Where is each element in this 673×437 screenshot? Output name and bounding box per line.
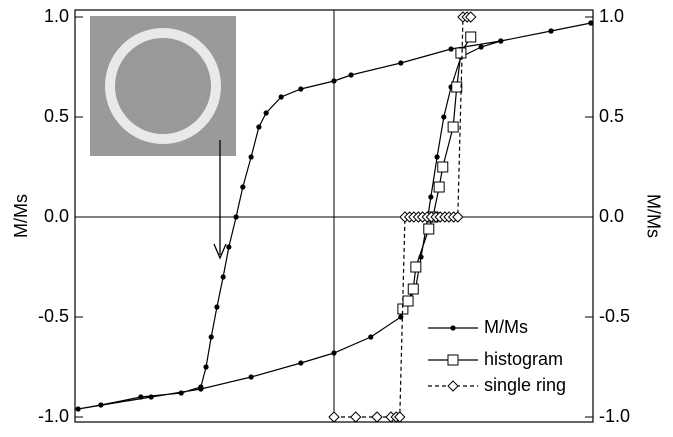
legend-marker xyxy=(447,354,459,366)
series xyxy=(328,11,477,423)
point xyxy=(447,121,459,133)
y2-tick-label: -0.5 xyxy=(599,306,630,326)
point xyxy=(328,411,340,423)
point xyxy=(278,94,284,100)
point xyxy=(208,334,214,340)
point xyxy=(240,184,246,190)
point xyxy=(263,110,269,116)
y-tick-label: -1.0 xyxy=(38,406,69,426)
point xyxy=(428,194,434,200)
point xyxy=(198,386,204,392)
arrow xyxy=(213,140,227,260)
point xyxy=(371,411,383,423)
point xyxy=(348,72,354,78)
legend-label: histogram xyxy=(484,349,563,369)
point xyxy=(98,402,104,408)
y-tick-label: -0.5 xyxy=(38,306,69,326)
point xyxy=(437,161,449,173)
point xyxy=(368,334,374,340)
point xyxy=(298,86,304,92)
point xyxy=(248,154,254,160)
y-tick-label: 0.0 xyxy=(44,206,69,226)
y2-tick-label: 1.0 xyxy=(599,6,624,26)
point xyxy=(138,394,144,400)
point xyxy=(256,124,262,130)
y2-tick-label: 0.5 xyxy=(599,106,624,126)
point xyxy=(410,261,422,273)
point xyxy=(548,28,554,34)
legend-marker xyxy=(450,325,456,331)
point xyxy=(452,211,464,223)
point xyxy=(588,20,594,26)
point xyxy=(433,181,445,193)
y2-axis-label: M/Ms xyxy=(643,194,663,238)
point xyxy=(465,31,477,43)
point xyxy=(465,11,477,23)
point xyxy=(478,44,484,50)
point xyxy=(498,38,504,44)
point xyxy=(226,244,232,250)
legend: M/Ms histogram single ring xyxy=(428,317,566,395)
point xyxy=(248,374,254,380)
point xyxy=(203,364,209,370)
legend-label: single ring xyxy=(484,375,566,395)
point xyxy=(398,60,404,66)
point xyxy=(331,350,337,356)
y-tick-label: 1.0 xyxy=(44,6,69,26)
legend-label: M/Ms xyxy=(484,317,528,337)
point xyxy=(402,295,414,307)
point xyxy=(331,78,337,84)
y-axis-label: M/Ms xyxy=(11,194,31,238)
point xyxy=(298,360,304,366)
point xyxy=(148,394,154,400)
point xyxy=(394,411,406,423)
point xyxy=(423,223,435,235)
arrow-head xyxy=(213,243,227,260)
point xyxy=(441,114,447,120)
point xyxy=(434,154,440,160)
y2-tick-label: -1.0 xyxy=(599,406,630,426)
inset-ring-hole xyxy=(115,38,211,134)
point xyxy=(451,81,463,93)
y2-tick-label: 0.0 xyxy=(599,206,624,226)
inset-image xyxy=(90,16,236,156)
point xyxy=(178,390,184,396)
point xyxy=(233,214,239,220)
point xyxy=(407,283,419,295)
point xyxy=(448,46,454,52)
series xyxy=(397,31,477,315)
point xyxy=(350,411,362,423)
point xyxy=(220,274,226,280)
y-tick-label: 0.5 xyxy=(44,106,69,126)
point xyxy=(214,304,220,310)
legend-marker xyxy=(447,380,459,392)
point xyxy=(455,47,467,59)
point xyxy=(75,406,81,412)
